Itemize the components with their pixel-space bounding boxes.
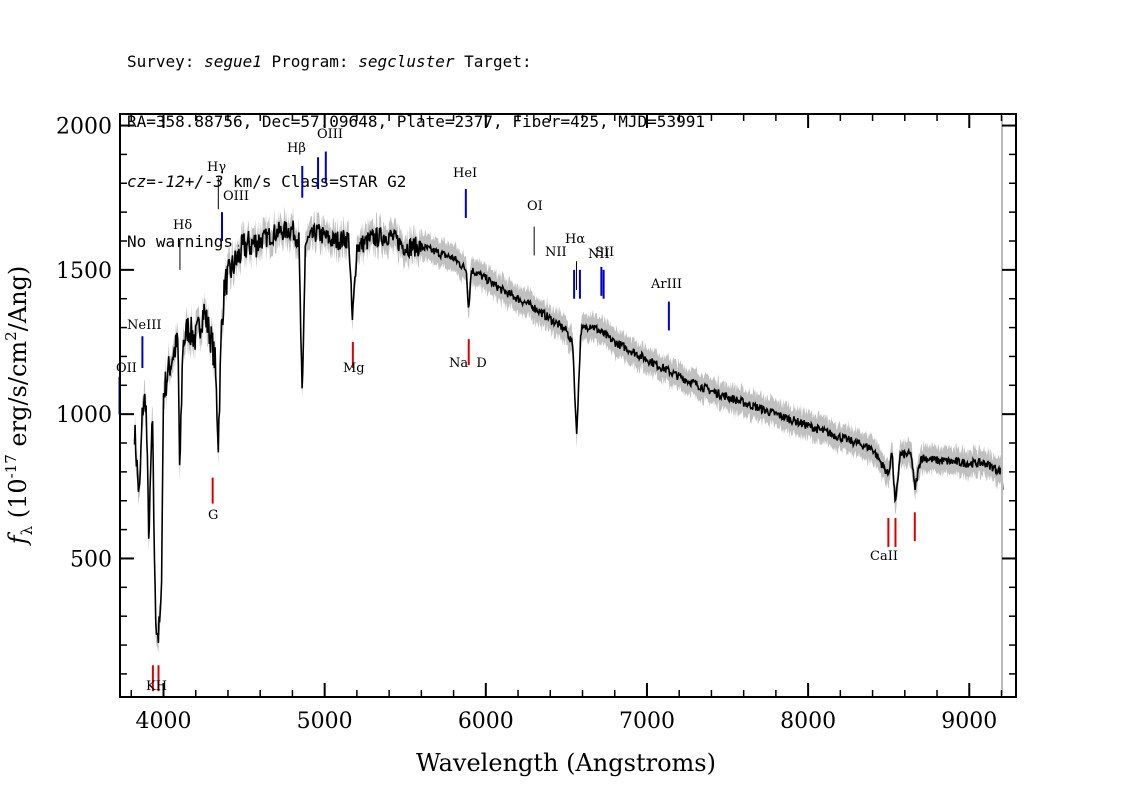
y-title-sup1: -17 xyxy=(2,454,20,478)
survey-value: segue1 xyxy=(204,52,262,71)
cz-units-class: km/s Class=STAR G2 xyxy=(223,172,407,191)
header-line-4: No warnings. xyxy=(127,232,243,251)
y-title-mid: erg/s/cm xyxy=(4,341,32,455)
flux-error-band xyxy=(134,206,1003,654)
label-nad: Na D xyxy=(449,356,487,371)
x-tick-label-0: 4000 xyxy=(136,709,192,734)
label-oiii-a: OIII xyxy=(223,189,249,204)
label-oi: OI xyxy=(527,199,543,214)
label-hbeta: Hβ xyxy=(287,141,306,156)
label-nii-a: NII xyxy=(545,245,567,260)
axes-layer: 4000 5000 6000 7000 8000 9000 500 1000 1500 2000 xyxy=(56,114,1016,734)
y-tick-label-0: 500 xyxy=(70,547,112,572)
label-kh: KH xyxy=(146,679,167,694)
flux-series-line xyxy=(133,220,1004,643)
cz-value: -12+/-3 xyxy=(155,172,224,191)
label-hgamma: Hγ xyxy=(207,160,226,175)
label-mg: Mg xyxy=(343,361,365,376)
y-title-sub: λ xyxy=(18,525,36,535)
label-neiii: NeIII xyxy=(127,318,161,333)
program-value: segcluster xyxy=(358,52,455,71)
x-tick-label-4: 8000 xyxy=(780,709,836,734)
header-line-3: cz=-12+/-3 km/s Class=STAR G2 xyxy=(127,172,705,192)
label-ariii: ArIII xyxy=(650,277,682,292)
cz-label: cz= xyxy=(127,172,156,191)
label-sii: SII xyxy=(595,245,614,260)
program-label: Program: xyxy=(261,52,359,71)
x-tick-label-2: 6000 xyxy=(458,709,514,734)
label-nii-b: NII xyxy=(588,247,610,262)
flux-layer xyxy=(133,220,1004,643)
y-tick-label-2: 1500 xyxy=(56,259,112,284)
label-hdelta: Hδ xyxy=(173,218,192,233)
x-axis-title: Wavelength (Angstroms) xyxy=(416,749,716,777)
x-tick-label-5: 9000 xyxy=(941,709,997,734)
x-tick-label-3: 7000 xyxy=(619,709,675,734)
label-oii: OII xyxy=(116,361,137,376)
label-hei: HeI xyxy=(453,166,477,181)
survey-label: Survey: xyxy=(127,52,205,71)
y-title-rest: (10 xyxy=(4,478,32,526)
y-tick-label-1: 1000 xyxy=(56,403,112,428)
label-oiii-b: OIII xyxy=(317,127,343,142)
y-title-end: /Ang) xyxy=(4,266,32,332)
label-caii: CaII xyxy=(870,549,898,564)
y-axis-title: fλ (10-17 erg/s/cm2/Ang) xyxy=(2,266,36,547)
label-halpha: Hα xyxy=(565,232,585,247)
error-band-layer xyxy=(134,206,1003,654)
target-label: Target: xyxy=(454,52,532,71)
y-title-sup2: 2 xyxy=(2,331,20,341)
label-g: G xyxy=(208,508,218,523)
header-line-1: Survey: segue1 Program: segcluster Targe… xyxy=(127,52,705,72)
plot-frame xyxy=(119,113,1017,698)
y-tick-label-3: 2000 xyxy=(56,115,112,140)
line-labels: OII NeIII Hδ Hγ OIII Hβ OIII HeI OI NII … xyxy=(116,127,898,694)
x-tick-label-1: 5000 xyxy=(297,709,353,734)
